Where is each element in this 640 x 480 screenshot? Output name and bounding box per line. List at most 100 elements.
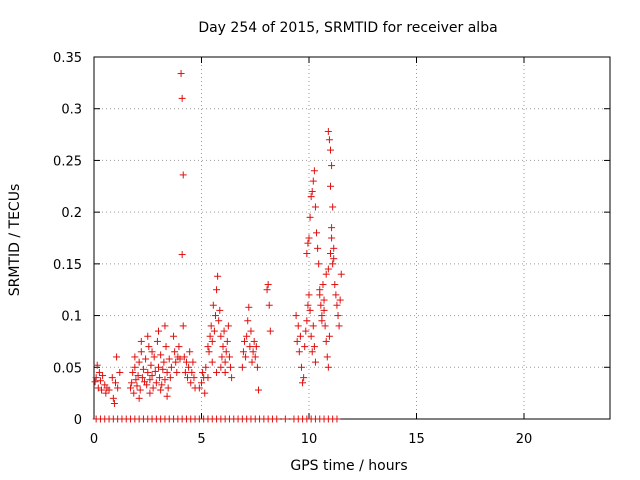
data-point [309, 177, 317, 185]
data-point [186, 348, 194, 356]
data-point [110, 399, 118, 407]
data-point [336, 296, 344, 304]
data-point [227, 363, 235, 371]
data-point [252, 343, 260, 351]
data-point [216, 306, 224, 314]
data-point [167, 363, 175, 371]
plot-frame [93, 56, 611, 420]
data-point [147, 361, 155, 369]
data-point [144, 332, 152, 340]
data-point [112, 379, 119, 387]
data-point [135, 358, 143, 366]
data-point [215, 317, 223, 325]
data-point [273, 415, 281, 423]
data-point [99, 372, 107, 380]
data-point [161, 322, 169, 330]
data-point [163, 392, 171, 400]
data-point [155, 327, 162, 335]
data-point [153, 337, 161, 345]
data-point [292, 312, 300, 320]
data-point [310, 343, 318, 351]
data-point [316, 286, 324, 294]
y-tick-label: 0.2 [61, 206, 82, 221]
x-tick-label: 5 [197, 432, 205, 447]
data-point [93, 361, 101, 369]
data-point [333, 415, 341, 423]
y-tick-label: 0.35 [53, 51, 82, 66]
data-point [172, 358, 180, 366]
x-tick-label: 0 [90, 432, 98, 447]
data-point [207, 322, 215, 330]
data-point [177, 70, 185, 78]
data-point [333, 301, 341, 309]
data-point [328, 162, 336, 170]
y-tick-label: 0.15 [53, 258, 82, 273]
data-point [195, 384, 203, 392]
data-point [266, 327, 274, 335]
data-point [247, 327, 255, 335]
data-point [223, 337, 231, 345]
data-point [302, 327, 310, 335]
data-point [164, 384, 172, 392]
data-point [303, 317, 311, 325]
data-point [157, 351, 165, 359]
data-point [179, 171, 187, 179]
data-point [214, 272, 222, 280]
data-point [307, 193, 315, 201]
data-point [323, 353, 331, 361]
data-point [213, 286, 221, 294]
data-point [182, 358, 190, 366]
data-point [322, 337, 330, 345]
data-point [294, 322, 302, 330]
data-point [189, 358, 197, 366]
data-point [156, 374, 164, 382]
data-point [246, 343, 254, 351]
data-point [109, 394, 117, 402]
data-point [178, 94, 186, 102]
data-point [308, 348, 316, 356]
data-point [308, 187, 316, 195]
data-point [149, 384, 157, 392]
data-point [148, 372, 156, 380]
data-point [134, 372, 142, 380]
data-point [245, 303, 253, 311]
data-point [311, 358, 319, 366]
data-point [113, 353, 121, 361]
data-point [300, 374, 308, 382]
data-point [304, 301, 312, 309]
data-point [159, 365, 167, 373]
data-point [190, 374, 198, 382]
data-point [253, 363, 261, 371]
data-point [218, 353, 226, 361]
data-point [324, 363, 332, 371]
data-points [91, 70, 345, 423]
data-point [325, 332, 333, 340]
data-point [108, 374, 116, 382]
data-point [171, 348, 179, 356]
data-point [221, 368, 229, 376]
data-point [142, 355, 150, 363]
data-point [173, 368, 181, 376]
data-point [301, 343, 309, 351]
y-axis-label: SRMTID / TECUs [7, 184, 23, 297]
data-point [98, 386, 106, 394]
y-tick-label: 0.25 [53, 154, 82, 169]
data-point [304, 239, 312, 247]
data-point [151, 367, 159, 375]
data-point [144, 368, 152, 376]
data-point [205, 348, 213, 356]
data-point [160, 358, 168, 366]
data-point [188, 368, 196, 376]
data-point [131, 353, 139, 361]
data-point [320, 296, 328, 304]
data-point [128, 379, 136, 387]
data-point [293, 337, 301, 345]
data-point [143, 381, 151, 389]
y-tick-label: 0.3 [61, 103, 82, 118]
data-point [265, 301, 273, 309]
data-point [334, 312, 342, 320]
x-tick-label: 15 [408, 432, 425, 447]
data-point [148, 348, 156, 356]
data-point [145, 343, 153, 351]
